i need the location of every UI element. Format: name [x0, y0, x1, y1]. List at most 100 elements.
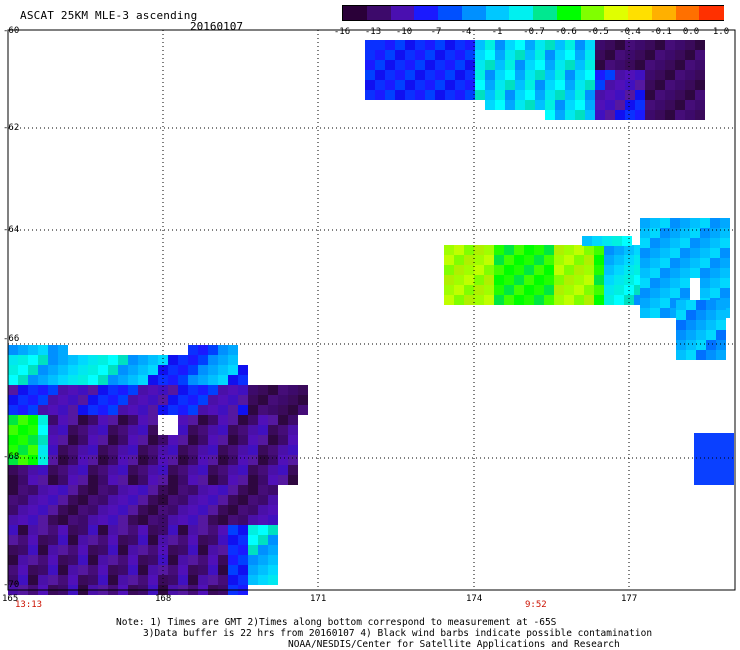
wind-cell: [228, 405, 238, 415]
wind-cell: [158, 395, 168, 405]
wind-cell: [454, 285, 464, 295]
wind-cell: [168, 485, 178, 495]
wind-cell: [78, 445, 88, 455]
wind-cell: [198, 445, 208, 455]
wind-cell: [188, 555, 198, 565]
wind-cell: [228, 385, 238, 395]
wind-cell: [208, 365, 218, 375]
wind-cell: [686, 350, 696, 360]
wind-cell: [706, 350, 716, 360]
wind-cell: [48, 495, 58, 505]
wind-cell: [188, 565, 198, 575]
wind-cell: [118, 465, 128, 475]
wind-cell: [365, 50, 375, 60]
wind-cell: [188, 355, 198, 365]
wind-cell: [505, 80, 515, 90]
wind-cell: [248, 445, 258, 455]
wind-cell: [18, 435, 28, 445]
wind-cell: [58, 375, 68, 385]
wind-cell: [138, 435, 148, 445]
wind-cell: [168, 405, 178, 415]
wind-cell: [148, 465, 158, 475]
wind-cell: [38, 345, 48, 355]
wind-cell: [555, 100, 565, 110]
wind-cell: [238, 365, 248, 375]
wind-cell: [38, 355, 48, 365]
wind-cell: [178, 425, 188, 435]
wind-cell: [18, 495, 28, 505]
wind-cell: [18, 515, 28, 525]
wind-cell: [218, 455, 228, 465]
wind-cell: [138, 525, 148, 535]
wind-cell: [706, 330, 716, 340]
wind-cell: [198, 425, 208, 435]
wind-cell: [168, 515, 178, 525]
wind-cell: [258, 485, 268, 495]
wind-cell: [168, 465, 178, 475]
wind-cell: [660, 308, 670, 318]
wind-cell: [465, 60, 475, 70]
wind-cell: [695, 80, 705, 90]
wind-cell: [524, 255, 534, 265]
wind-cell: [28, 495, 38, 505]
wind-cell: [178, 505, 188, 515]
wind-cell: [685, 90, 695, 100]
wind-cell: [238, 545, 248, 555]
wind-cell: [585, 70, 595, 80]
wind-cell: [148, 415, 158, 425]
wind-cell: [28, 515, 38, 525]
wind-cell: [696, 340, 706, 350]
wind-cell: [68, 435, 78, 445]
wind-cell: [78, 385, 88, 395]
wind-cell: [108, 375, 118, 385]
wind-cell: [38, 425, 48, 435]
colorbar-swatch: [414, 6, 439, 20]
wind-cell: [445, 40, 455, 50]
wind-cell: [28, 425, 38, 435]
wind-cell: [385, 60, 395, 70]
wind-cell: [594, 285, 604, 295]
wind-cell: [188, 455, 198, 465]
wind-cell: [475, 60, 485, 70]
wind-cell: [248, 485, 258, 495]
wind-cell: [268, 475, 278, 485]
wind-cell: [485, 60, 495, 70]
wind-cell: [68, 475, 78, 485]
wind-cell: [625, 40, 635, 50]
wind-cell: [504, 245, 514, 255]
wind-cell: [435, 40, 445, 50]
wind-cell: [108, 555, 118, 565]
wind-cell: [208, 485, 218, 495]
wind-cell: [595, 80, 605, 90]
wind-cell: [680, 238, 690, 248]
wind-cell: [650, 298, 660, 308]
wind-cell: [218, 435, 228, 445]
wind-cell: [615, 90, 625, 100]
wind-cell: [515, 80, 525, 90]
wind-cell: [208, 555, 218, 565]
wind-cell: [168, 395, 178, 405]
wind-cell: [395, 90, 405, 100]
wind-cell: [218, 375, 228, 385]
wind-cell: [28, 555, 38, 565]
wind-cell: [158, 575, 168, 585]
wind-cell: [484, 275, 494, 285]
wind-cell: [604, 255, 614, 265]
wind-cell: [575, 90, 585, 100]
wind-cell: [128, 475, 138, 485]
wind-cell: [228, 495, 238, 505]
wind-cell: [58, 465, 68, 475]
wind-cell: [640, 268, 650, 278]
wind-cell: [640, 218, 650, 228]
wind-cell: [435, 80, 445, 90]
wind-cell: [475, 90, 485, 100]
wind-cell: [98, 385, 108, 395]
wind-cell: [268, 565, 278, 575]
time-label: 9:52: [525, 600, 547, 610]
wind-cell: [720, 228, 730, 238]
wind-cell: [650, 258, 660, 268]
wind-cell: [98, 495, 108, 505]
wind-cell: [158, 355, 168, 365]
wind-cell: [605, 90, 615, 100]
wind-cell: [640, 298, 650, 308]
